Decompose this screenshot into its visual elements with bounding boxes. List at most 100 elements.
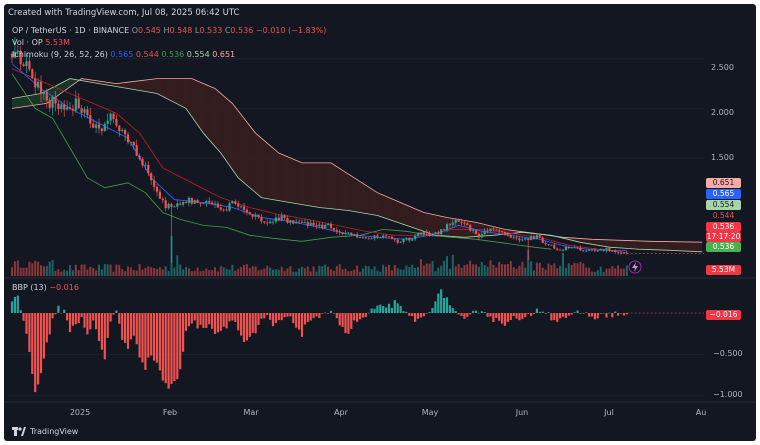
- bbp-bar: [150, 313, 153, 356]
- volume-bar: [237, 268, 240, 276]
- ichimoku-span-a-line: [11, 78, 703, 253]
- ichimoku-cloud-segment: [133, 81, 137, 91]
- bbp-bar: [515, 313, 518, 319]
- candle-body: [51, 96, 54, 108]
- candle-body: [187, 197, 190, 204]
- chart-canvas[interactable]: [4, 4, 756, 441]
- ichimoku-cloud-segment: [246, 122, 250, 188]
- candle-body: [97, 124, 101, 129]
- volume-bar: [318, 265, 321, 276]
- candle-body: [356, 234, 359, 238]
- tradingview-logo[interactable]: TradingView: [12, 427, 78, 436]
- candle-body: [573, 247, 576, 249]
- candle-body: [387, 236, 391, 238]
- candle-body: [521, 239, 524, 241]
- open-label: O: [131, 26, 138, 35]
- volume-bar: [388, 264, 390, 276]
- candle-body: [509, 235, 512, 238]
- candle-body: [318, 224, 321, 227]
- ichimoku-cloud-segment: [220, 93, 224, 158]
- bbp-bar: [298, 313, 301, 330]
- ichimoku-cloud-segment: [154, 78, 157, 94]
- ichimoku-lagging-line: [11, 73, 552, 250]
- volume-bar: [135, 270, 138, 276]
- ichimoku-cloud-segment: [232, 103, 236, 174]
- volume-bar: [48, 261, 51, 276]
- candle-body: [602, 249, 605, 251]
- ichimoku-cloud-segment: [223, 95, 227, 162]
- bbp-bar: [190, 313, 193, 324]
- volume-bar: [338, 264, 341, 276]
- volume-bar: [382, 264, 385, 276]
- bbp-bar: [457, 313, 460, 315]
- bbp-bar: [419, 313, 422, 318]
- bbp-bar: [443, 297, 446, 313]
- bbp-bar: [428, 311, 431, 313]
- volume-bar: [161, 269, 164, 276]
- ichimoku-cloud-segment: [139, 80, 143, 92]
- candle-body: [611, 250, 614, 252]
- volume-bar: [16, 260, 19, 276]
- bbp-bar: [60, 313, 63, 314]
- ichimoku-cloud-segment: [67, 78, 70, 89]
- bbp-bar: [387, 303, 391, 313]
- volume-bar: [559, 266, 562, 276]
- ichimoku-cloud-segment: [128, 81, 131, 90]
- volume-bar: [303, 268, 306, 276]
- volume-bar: [11, 267, 13, 276]
- ichimoku-cloud-segment: [693, 242, 697, 252]
- ichimoku-cloud-segment: [38, 93, 41, 105]
- candle-body: [376, 235, 379, 238]
- candle-body: [106, 120, 109, 124]
- symbol-legend[interactable]: OP / TetherUS · 1D · BINANCE O0.545 H0.5…: [12, 26, 326, 35]
- bbp-bar: [329, 310, 333, 313]
- bbp-bar: [524, 313, 527, 318]
- low-value: 0.533: [199, 26, 223, 35]
- ichimoku-cloud-segment: [249, 125, 253, 191]
- bbp-bar: [242, 313, 246, 343]
- candle-body: [408, 237, 411, 241]
- candle-body: [489, 228, 492, 232]
- bbp-bar: [480, 311, 483, 313]
- bbp-bar: [312, 313, 315, 319]
- ichimoku-cloud-segment: [618, 240, 621, 249]
- candle-body: [625, 252, 628, 254]
- ichimoku-cloud-segment: [612, 239, 616, 248]
- bbp-bar: [97, 313, 101, 341]
- volume-bar: [40, 265, 42, 276]
- ichimoku-legend[interactable]: Ichimoku (9, 26, 52, 26) 0.565 0.544 0.5…: [12, 50, 235, 59]
- bbp-bar: [358, 313, 362, 320]
- ichimoku-cloud-segment: [159, 78, 163, 97]
- bbp-bar: [106, 313, 109, 338]
- candle-body: [530, 236, 533, 241]
- bbp-bar: [16, 295, 19, 313]
- ichimoku-cloud-segment: [304, 162, 308, 206]
- candle-body: [527, 238, 530, 241]
- bbp-bar: [402, 311, 405, 313]
- candle-body: [83, 109, 86, 113]
- bbp-legend[interactable]: BBP (13) −0.016: [12, 283, 79, 292]
- ichimoku-label: Ichimoku (9, 26, 52, 26): [12, 50, 108, 59]
- candle-body: [329, 223, 333, 228]
- candle-body: [619, 252, 623, 254]
- bbp-bar: [71, 313, 74, 326]
- candle-body: [234, 201, 237, 204]
- candle-body: [425, 231, 428, 234]
- bbp-bar: [547, 312, 550, 313]
- volume-legend[interactable]: Vol · OP 5.53M: [12, 38, 70, 47]
- candle-body: [292, 220, 295, 224]
- ichimoku-cloud-segment: [136, 80, 140, 91]
- price-tick-label: 2.500: [711, 63, 734, 72]
- bbp-bar: [179, 313, 182, 370]
- volume-bar: [263, 268, 266, 276]
- last-price-tag: 0.536: [706, 222, 741, 232]
- bbp-bar: [219, 313, 222, 331]
- volume-bar: [330, 269, 332, 276]
- bbp-bar: [129, 313, 132, 340]
- time-tick-label: Jul: [604, 408, 614, 417]
- ichimoku-cloud-segment: [217, 91, 221, 153]
- ichimoku-cloud-segment: [597, 239, 601, 246]
- ichimoku-cloud-segment: [212, 87, 215, 147]
- bbp-bar: [535, 308, 538, 313]
- ichimoku-cloud-segment: [365, 185, 369, 214]
